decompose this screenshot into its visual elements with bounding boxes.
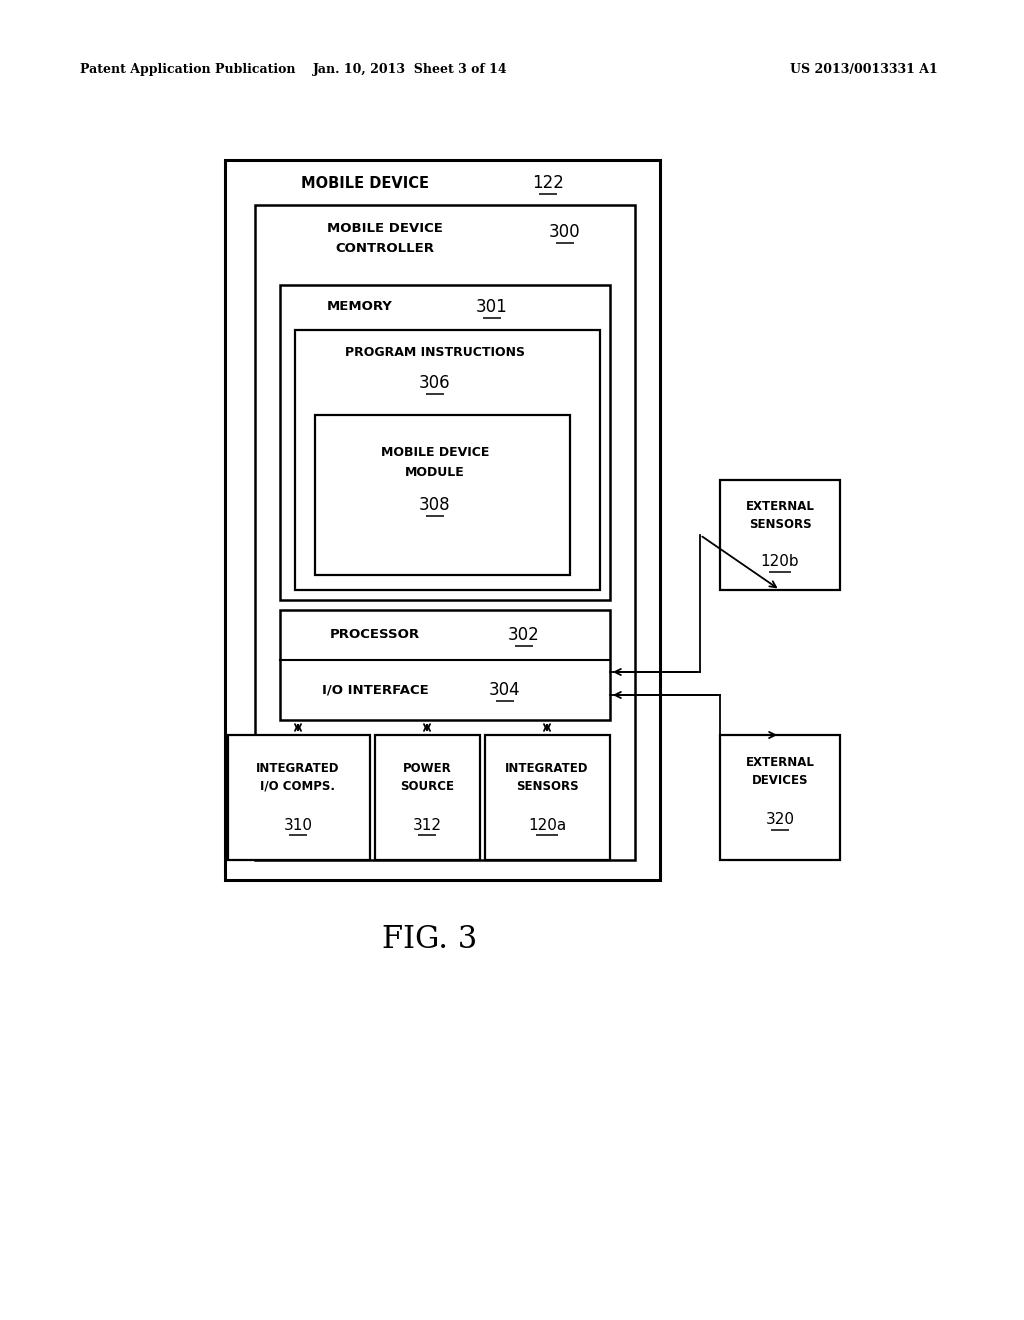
- Text: CONTROLLER: CONTROLLER: [336, 242, 434, 255]
- Text: Patent Application Publication: Patent Application Publication: [80, 63, 296, 77]
- Text: 301: 301: [476, 298, 508, 315]
- Text: I/O COMPS.: I/O COMPS.: [260, 780, 336, 792]
- Text: PROCESSOR: PROCESSOR: [330, 628, 420, 642]
- Text: 310: 310: [284, 817, 312, 833]
- Bar: [228, 735, 370, 861]
- Text: 312: 312: [413, 817, 441, 833]
- Text: MODULE: MODULE: [406, 466, 465, 479]
- Bar: [280, 285, 610, 601]
- Text: SENSORS: SENSORS: [749, 517, 811, 531]
- Text: MOBILE DEVICE: MOBILE DEVICE: [301, 176, 429, 190]
- Bar: [255, 205, 635, 861]
- Bar: [280, 610, 610, 719]
- Text: EXTERNAL: EXTERNAL: [745, 499, 814, 512]
- Bar: [225, 160, 660, 880]
- Text: FIG. 3: FIG. 3: [382, 924, 477, 956]
- Text: PROGRAM INSTRUCTIONS: PROGRAM INSTRUCTIONS: [345, 346, 525, 359]
- Bar: [720, 480, 840, 590]
- Text: EXTERNAL: EXTERNAL: [745, 756, 814, 770]
- Text: DEVICES: DEVICES: [752, 775, 808, 788]
- Bar: [375, 735, 480, 861]
- Text: MEMORY: MEMORY: [327, 301, 393, 314]
- Text: SENSORS: SENSORS: [516, 780, 579, 792]
- Text: 302: 302: [508, 626, 540, 644]
- Text: MOBILE DEVICE: MOBILE DEVICE: [381, 446, 489, 458]
- Text: 120a: 120a: [528, 817, 566, 833]
- Text: US 2013/0013331 A1: US 2013/0013331 A1: [790, 63, 938, 77]
- Text: 304: 304: [489, 681, 521, 700]
- Text: SOURCE: SOURCE: [400, 780, 454, 792]
- Text: I/O INTERFACE: I/O INTERFACE: [322, 684, 428, 697]
- Text: 306: 306: [419, 374, 451, 392]
- Text: 320: 320: [766, 813, 795, 828]
- Text: 308: 308: [419, 496, 451, 513]
- Bar: [315, 414, 570, 576]
- Text: 122: 122: [532, 174, 564, 191]
- Text: INTEGRATED: INTEGRATED: [505, 762, 589, 775]
- Bar: [485, 735, 610, 861]
- Text: POWER: POWER: [402, 762, 452, 775]
- Text: Jan. 10, 2013  Sheet 3 of 14: Jan. 10, 2013 Sheet 3 of 14: [312, 63, 507, 77]
- Text: MOBILE DEVICE: MOBILE DEVICE: [327, 222, 443, 235]
- Bar: [720, 735, 840, 861]
- Text: 120b: 120b: [761, 554, 800, 569]
- Bar: [295, 330, 600, 590]
- Text: INTEGRATED: INTEGRATED: [256, 762, 340, 775]
- Text: 300: 300: [549, 223, 581, 242]
